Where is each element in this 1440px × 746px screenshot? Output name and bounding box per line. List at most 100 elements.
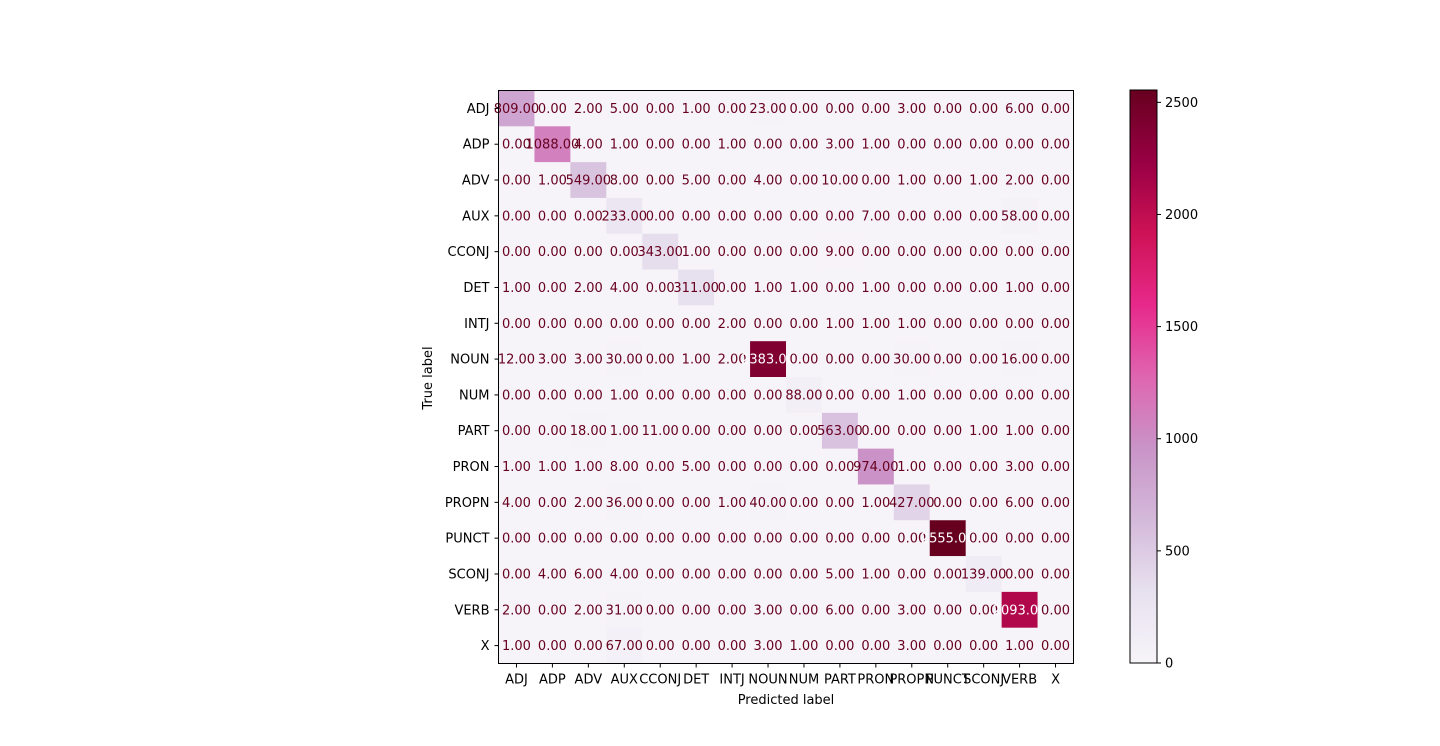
heatmap-cell bbox=[750, 377, 787, 414]
heatmap-cell bbox=[606, 90, 643, 127]
heatmap-cell bbox=[965, 484, 1003, 521]
heatmap-cell bbox=[1037, 197, 1074, 235]
cell-value-label: 0.00 bbox=[502, 174, 531, 189]
x-tick-label: PRON bbox=[857, 673, 894, 688]
cell-value-label: 2.00 bbox=[574, 281, 603, 296]
heatmap-cell bbox=[821, 233, 859, 271]
cell-value-label: 0.00 bbox=[646, 532, 675, 547]
cell-value-label: 0.00 bbox=[897, 209, 926, 224]
colorbar-tick-label: 0 bbox=[1165, 657, 1173, 672]
cell-value-label: 0.00 bbox=[538, 388, 567, 403]
colorbar-tick-label: 2500 bbox=[1165, 96, 1198, 111]
heatmap-cell bbox=[1001, 556, 1039, 593]
cell-value-label: 0.00 bbox=[933, 353, 962, 368]
heatmap-cell bbox=[1001, 627, 1039, 664]
heatmap-cell bbox=[678, 412, 715, 450]
heatmap-cell bbox=[498, 448, 535, 485]
cell-value-label: 0.00 bbox=[502, 388, 531, 403]
heatmap-cell bbox=[570, 556, 607, 593]
cell-value-label: 0.00 bbox=[933, 174, 962, 189]
heatmap-cell bbox=[678, 197, 715, 235]
cell-value-label: 0.00 bbox=[1041, 567, 1070, 582]
heatmap-cell bbox=[965, 448, 1003, 485]
heatmap-cell bbox=[857, 412, 895, 450]
heatmap-cell bbox=[786, 484, 823, 521]
heatmap-cell bbox=[534, 197, 571, 235]
cell-value-label: 0.00 bbox=[646, 603, 675, 618]
heatmap-cell bbox=[893, 627, 931, 664]
cell-value-label: 1.00 bbox=[897, 388, 926, 403]
cell-value-label: 4.00 bbox=[538, 567, 567, 582]
x-tick-label: PROPN bbox=[889, 673, 934, 688]
heatmap-cell bbox=[786, 305, 823, 342]
heatmap-cell bbox=[714, 341, 751, 378]
cell-value-label: 2.00 bbox=[574, 496, 603, 511]
cell-value-label: 3.00 bbox=[538, 353, 567, 368]
heatmap-cell bbox=[606, 377, 643, 414]
heatmap-cell bbox=[498, 305, 535, 342]
cell-value-label: 0.00 bbox=[1041, 424, 1070, 439]
heatmap-cell bbox=[714, 484, 751, 521]
cell-value-label: 0.00 bbox=[718, 424, 747, 439]
cell-value-label: 0.00 bbox=[538, 281, 567, 296]
heatmap-cell bbox=[606, 305, 643, 342]
cell-value-label: 5.00 bbox=[825, 567, 854, 582]
heatmap-cell bbox=[893, 90, 931, 127]
heatmap-cell bbox=[714, 305, 751, 342]
cell-value-label: 0.00 bbox=[897, 532, 926, 547]
heatmap-cell bbox=[750, 162, 787, 199]
heatmap-cell bbox=[965, 520, 1003, 557]
cell-value-label: 0.00 bbox=[502, 138, 531, 153]
cell-value-label: 0.00 bbox=[502, 317, 531, 332]
heatmap-cell bbox=[534, 556, 571, 593]
heatmap-cell bbox=[1037, 627, 1074, 664]
heatmap-cell bbox=[786, 520, 823, 557]
cell-value-label: 0.00 bbox=[646, 353, 675, 368]
heatmap-cell bbox=[498, 556, 535, 593]
cell-value-label: 67.00 bbox=[606, 639, 643, 654]
heatmap-cell bbox=[498, 162, 535, 199]
heatmap-cell bbox=[678, 162, 715, 199]
heatmap-cell bbox=[1001, 448, 1039, 485]
heatmap-cell bbox=[570, 162, 607, 199]
cell-value-label: 0.00 bbox=[682, 388, 711, 403]
heatmap-cell bbox=[893, 305, 931, 342]
cell-value-label: 0.00 bbox=[646, 209, 675, 224]
heatmap-cell bbox=[893, 448, 931, 485]
cell-value-label: 0.00 bbox=[969, 532, 998, 547]
heatmap-cell bbox=[857, 126, 895, 163]
cell-value-label: 0.00 bbox=[646, 102, 675, 117]
cell-value-label: 0.00 bbox=[969, 317, 998, 332]
cell-value-label: 0.00 bbox=[969, 138, 998, 153]
cell-value-label: 0.00 bbox=[933, 460, 962, 475]
heatmap-cell bbox=[821, 627, 859, 664]
cell-value-label: 974.00 bbox=[853, 460, 899, 475]
cell-value-label: 0.00 bbox=[682, 603, 711, 618]
cell-value-label: 0.00 bbox=[718, 388, 747, 403]
heatmap-cell bbox=[857, 90, 895, 127]
y-tick-label: PROPN bbox=[445, 496, 490, 511]
heatmap-cell bbox=[570, 448, 607, 485]
x-tick-label: PUNCT bbox=[926, 673, 970, 688]
y-tick-label: ADJ bbox=[467, 102, 490, 117]
x-tick-label: ADJ bbox=[505, 673, 528, 688]
cell-value-label: 0.00 bbox=[825, 388, 854, 403]
heatmap-cell bbox=[642, 126, 679, 163]
heatmap-cell bbox=[570, 520, 607, 557]
x-tick-label: ADV bbox=[575, 673, 603, 688]
y-tick-label: PART bbox=[458, 424, 490, 439]
cell-value-label: 0.00 bbox=[825, 209, 854, 224]
heatmap-cell bbox=[965, 305, 1003, 342]
heatmap-cell bbox=[750, 412, 787, 450]
cell-value-label: 1.00 bbox=[825, 317, 854, 332]
cell-value-label: 5.00 bbox=[610, 102, 639, 117]
heatmap-cell bbox=[1001, 484, 1039, 521]
heatmap-cell bbox=[1037, 412, 1074, 450]
heatmap-cell bbox=[498, 484, 535, 521]
heatmap-cell bbox=[821, 269, 859, 306]
heatmap-cell bbox=[965, 90, 1003, 127]
heatmap-cell bbox=[534, 484, 571, 521]
heatmap-cell bbox=[965, 341, 1003, 378]
heatmap-cell bbox=[498, 627, 535, 664]
cell-value-label: 23.00 bbox=[749, 102, 786, 117]
